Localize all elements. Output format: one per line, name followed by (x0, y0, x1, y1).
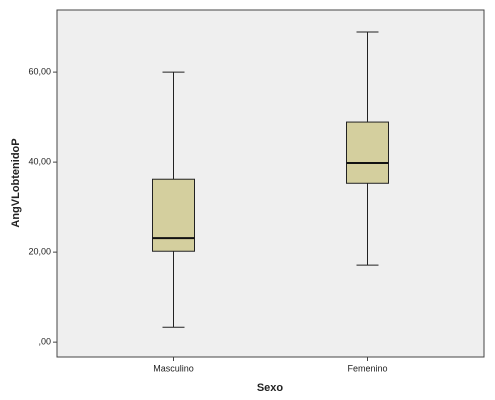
plot-area (56, 9, 485, 358)
x-tick-label: Masculino (153, 363, 194, 373)
y-tick-label: ,00 (38, 337, 51, 347)
box (346, 121, 389, 184)
y-tick-label: 20,00 (28, 247, 51, 257)
box (152, 178, 195, 252)
y-axis-title: AngVLobtenidoP (10, 138, 22, 227)
y-tick-label: 60,00 (28, 66, 51, 76)
y-tick-label: 40,00 (28, 156, 51, 166)
x-tick-label: Femenino (347, 363, 387, 373)
x-axis-title: Sexo (257, 382, 284, 394)
